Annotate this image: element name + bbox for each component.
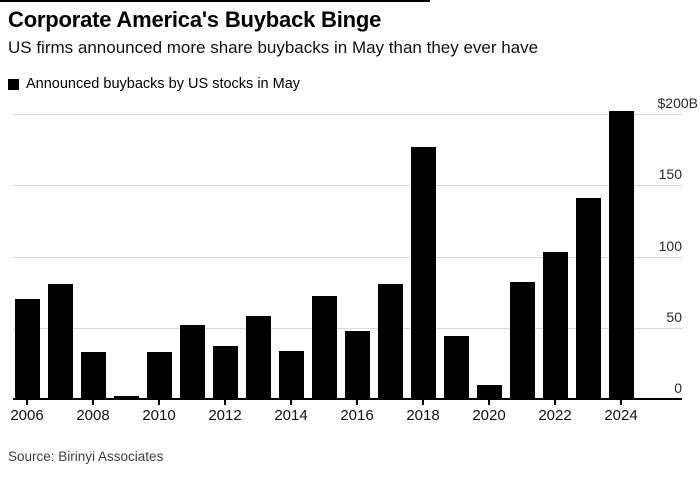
y-axis-label-100: 100 (658, 237, 682, 254)
bar-2021 (509, 282, 535, 399)
bar-2020 (476, 384, 502, 399)
bar-2008 (80, 351, 106, 399)
x-axis-label-2024: 2024 (604, 407, 638, 424)
gridline-100 (13, 256, 682, 258)
bar-2010 (146, 351, 172, 399)
x-axis-label-2016: 2016 (340, 407, 374, 424)
x-tick-2014 (290, 400, 292, 405)
gridline-50 (13, 327, 682, 329)
x-tick-2012 (224, 400, 226, 405)
bar-2023 (575, 198, 601, 399)
x-tick-2020 (488, 400, 490, 405)
x-axis-label-2014: 2014 (274, 407, 308, 424)
x-tick-2016 (356, 400, 358, 405)
legend-square-icon (8, 78, 19, 90)
x-tick-2018 (422, 400, 424, 405)
y-axis-label-0: 0 (674, 380, 682, 396)
bar-2006 (14, 299, 40, 399)
bar-2016 (344, 330, 370, 399)
bar-2013 (245, 316, 271, 399)
bar-2022 (542, 252, 568, 399)
bar-2007 (47, 283, 73, 399)
bar-2024 (608, 111, 634, 399)
x-tick-2008 (92, 400, 94, 405)
x-tick-2006 (26, 400, 28, 405)
chart-title: Corporate America's Buyback Binge (8, 7, 382, 32)
x-axis-label-2008: 2008 (76, 407, 110, 424)
x-tick-2010 (158, 400, 160, 405)
x-axis-label-2022: 2022 (538, 407, 572, 424)
top-rule (0, 0, 430, 2)
bar-2011 (179, 324, 205, 399)
bar-2018 (410, 146, 436, 399)
y-axis-label-200: $200B (657, 95, 698, 111)
bar-2019 (443, 336, 469, 399)
x-axis-label-2018: 2018 (406, 407, 440, 424)
chart-subtitle: US firms announced more share buybacks i… (8, 38, 539, 57)
x-tick-2024 (620, 400, 622, 405)
x-tick-2022 (554, 400, 556, 405)
bar-2009 (113, 396, 139, 399)
bar-2012 (212, 346, 238, 399)
x-axis-label-2006: 2006 (10, 407, 44, 424)
legend: Announced buybacks by US stocks in May (8, 76, 300, 92)
y-axis-label-150: 150 (658, 166, 682, 183)
legend-label: Announced buybacks by US stocks in May (26, 76, 301, 92)
bar-2017 (377, 283, 403, 399)
gridline-150 (13, 185, 682, 187)
x-axis-label-2010: 2010 (142, 407, 176, 424)
x-axis-line (13, 398, 682, 400)
x-axis-label-2020: 2020 (472, 407, 506, 424)
bar-2014 (278, 350, 304, 399)
y-axis-label-50: 50 (666, 308, 682, 325)
x-axis-label-2012: 2012 (208, 407, 242, 424)
source-note: Source: Birinyi Associates (8, 449, 164, 464)
gridline-200 (13, 114, 682, 115)
bar-2015 (311, 296, 337, 399)
